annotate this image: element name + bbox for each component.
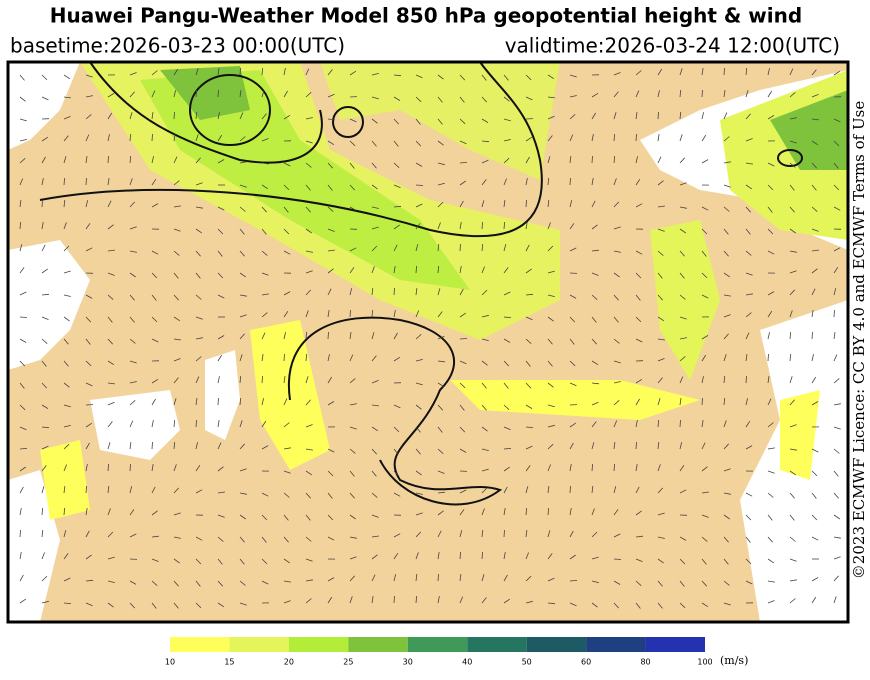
colorbar-swatch bbox=[467, 637, 527, 652]
validtime: validtime:2026-03-24 12:00(UTC) bbox=[505, 34, 840, 58]
colorbar-swatch bbox=[407, 637, 468, 652]
colorbar-tick-label: 40 bbox=[462, 658, 472, 667]
colorbar-swatch bbox=[645, 637, 705, 652]
colorbar-tick-label: 60 bbox=[581, 658, 591, 667]
colorbar-tick-label: 80 bbox=[640, 658, 650, 667]
colorbar-tick-label: 10 bbox=[165, 658, 175, 667]
colorbar-swatch bbox=[288, 637, 349, 652]
colorbar-tick-label: 25 bbox=[343, 658, 353, 667]
colorbar-swatch bbox=[229, 637, 289, 652]
colorbar-tick-label: 30 bbox=[403, 658, 413, 667]
basetime: basetime:2026-03-23 00:00(UTC) bbox=[10, 34, 345, 58]
colorbar-tick-label: 100 bbox=[697, 658, 712, 667]
colorbar-swatch bbox=[586, 637, 646, 652]
colorbar-swatch bbox=[526, 637, 587, 652]
map bbox=[6, 60, 850, 624]
colorbar-unit: (m/s) bbox=[720, 654, 748, 667]
colorbar-tick-label: 15 bbox=[224, 658, 234, 667]
colorbar: 10 15 20 25 30 40 50 60 80 100 bbox=[165, 637, 713, 667]
colorbar-tick-label: 50 bbox=[522, 658, 532, 667]
title: Huawei Pangu-Weather Model 850 hPa geopo… bbox=[50, 4, 802, 28]
colorbar-swatch bbox=[170, 637, 230, 652]
colorbar-tick-label: 20 bbox=[284, 658, 294, 667]
colorbar-swatch bbox=[348, 637, 408, 652]
credit: ©2023 ECMWF Licence: CC BY 4.0 and ECMWF… bbox=[850, 101, 868, 580]
